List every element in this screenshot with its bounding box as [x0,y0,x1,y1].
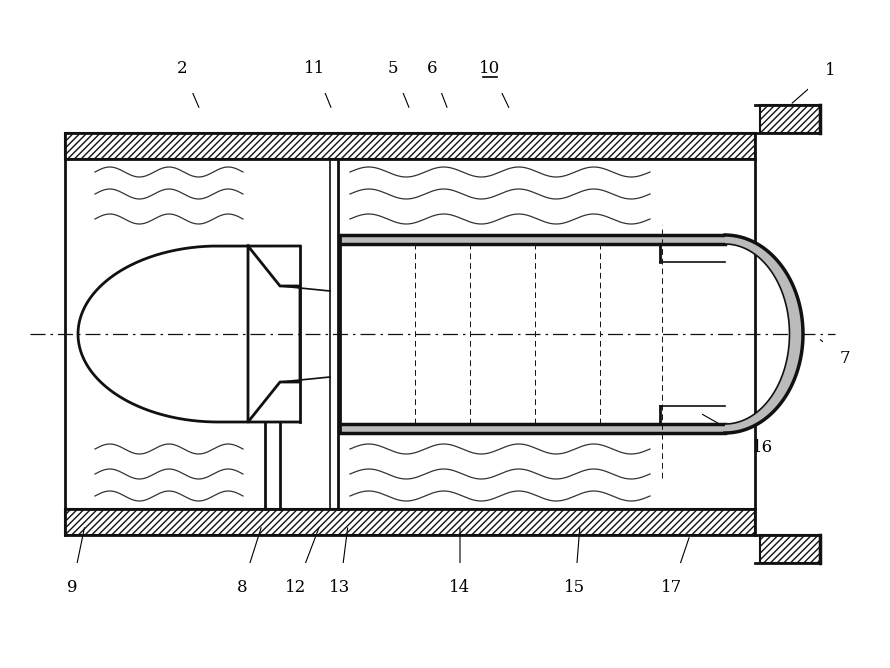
PathPatch shape [725,235,803,433]
Text: 2: 2 [177,59,187,77]
Text: 1: 1 [825,61,836,79]
Text: 9: 9 [67,580,77,597]
Text: 15: 15 [564,580,586,597]
Bar [760,105,820,133]
Text: 7: 7 [839,349,850,367]
Text: 13: 13 [329,580,351,597]
Bar [65,509,755,535]
Text: 14: 14 [449,580,471,597]
Text: 11: 11 [304,59,326,77]
Bar [65,133,755,159]
Bar [760,105,820,133]
Bar [760,535,820,563]
Text: 8: 8 [237,580,247,597]
Bar [760,535,820,563]
Text: 6: 6 [426,59,437,77]
Text: 10: 10 [480,59,501,77]
Bar [65,133,755,159]
Text: 16: 16 [751,440,773,456]
Text: 5: 5 [388,59,398,77]
Bar [65,509,755,535]
Text: 12: 12 [286,580,307,597]
Text: 17: 17 [661,580,683,597]
